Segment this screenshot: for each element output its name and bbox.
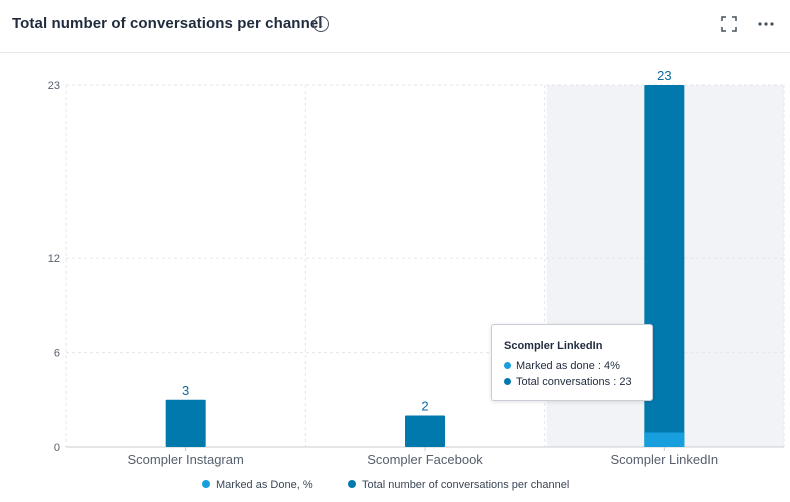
chart-tooltip: Scompler LinkedIn Marked as done : 4% To… (491, 324, 653, 401)
chart-legend: Marked as Done, % Total number of conver… (0, 479, 790, 495)
bar-chart: 0 6 12 23 3 Scompler Instagram 2 Scompler Faceb… (48, 68, 785, 467)
tooltip-row-total: Total conversations : 23 (504, 376, 632, 388)
bar-total (165, 399, 206, 447)
data-label: 3 (182, 383, 189, 398)
y-tick-label: 6 (54, 348, 60, 360)
more-icon[interactable] (757, 15, 775, 33)
bar-total (405, 415, 445, 447)
legend-dot-total (348, 480, 356, 488)
tooltip-row-done: Marked as done : 4% (504, 360, 620, 372)
legend-label-total: Total number of conversations per channe… (362, 479, 570, 491)
tooltip-total-text: Total conversations : 23 (516, 376, 632, 388)
y-tick-label: 12 (48, 253, 60, 265)
y-tick-label: 0 (54, 442, 60, 454)
info-icon[interactable]: i (313, 16, 329, 32)
legend-dot-done (202, 480, 210, 488)
y-tick-label: 23 (48, 80, 60, 92)
legend-label-done: Marked as Done, % (216, 479, 313, 491)
x-tick-label: Scompler Instagram (128, 452, 244, 467)
tooltip-done-text: Marked as done : 4% (516, 360, 620, 372)
x-tick-label: Scompler LinkedIn (610, 452, 718, 467)
expand-icon[interactable] (721, 16, 737, 32)
bar-total (644, 85, 685, 447)
data-label: 23 (657, 68, 671, 83)
tooltip-title: Scompler LinkedIn (504, 340, 603, 352)
tooltip-dot-total (504, 378, 511, 385)
bar-done (644, 432, 685, 447)
legend-item-total[interactable]: Total number of conversations per channe… (348, 479, 569, 491)
x-tick-label: Scompler Facebook (367, 452, 483, 467)
card-header: Total number of conversations per channe… (0, 0, 790, 53)
legend-item-done[interactable]: Marked as Done, % (202, 479, 313, 491)
data-label: 2 (421, 399, 428, 414)
card-title: Total number of conversations per channe… (12, 15, 323, 32)
tooltip-dot-done (504, 362, 511, 369)
